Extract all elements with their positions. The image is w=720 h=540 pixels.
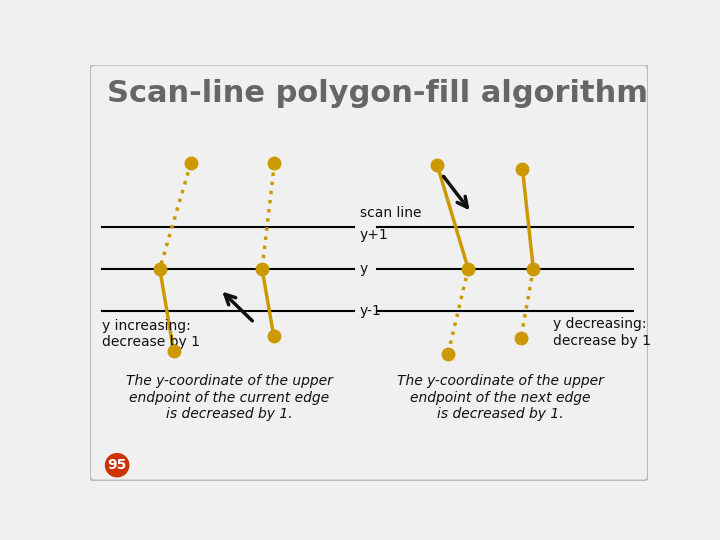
Circle shape — [106, 454, 129, 477]
Text: Scan-line polygon-fill algorithm: Scan-line polygon-fill algorithm — [107, 79, 648, 107]
Text: y decreasing:
decrease by 1: y decreasing: decrease by 1 — [554, 318, 652, 348]
Text: y: y — [360, 262, 368, 276]
FancyBboxPatch shape — [90, 65, 648, 481]
Text: The y-coordinate of the upper
endpoint of the current edge
is decreased by 1.: The y-coordinate of the upper endpoint o… — [126, 374, 333, 421]
Text: The y-coordinate of the upper
endpoint of the next edge
is decreased by 1.: The y-coordinate of the upper endpoint o… — [397, 374, 604, 421]
Text: 95: 95 — [107, 458, 127, 472]
Text: y+1: y+1 — [360, 228, 389, 242]
Text: scan line: scan line — [360, 206, 421, 220]
Text: y-1: y-1 — [360, 304, 382, 318]
Text: y increasing:
decrease by 1: y increasing: decrease by 1 — [102, 319, 199, 349]
